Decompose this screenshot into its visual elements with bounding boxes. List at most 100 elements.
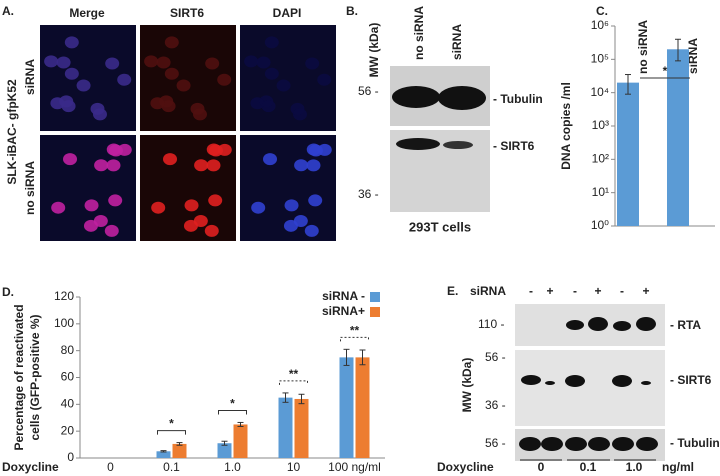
nucleus (317, 73, 332, 86)
panel-label: B. (346, 4, 358, 18)
panel-label: C. (596, 4, 608, 18)
band (392, 86, 440, 108)
x-tick-label: 0 (107, 460, 114, 474)
significance: * (169, 417, 174, 431)
x-tick-label: no siRNA (636, 20, 650, 74)
nucleus (204, 224, 219, 237)
error-bar (298, 393, 305, 405)
error-bar (675, 38, 681, 62)
legend-swatch (370, 292, 380, 302)
nucleus (63, 153, 78, 166)
bar (217, 443, 232, 458)
nucleus (304, 224, 319, 237)
nucleus (206, 159, 221, 172)
mw-label: MW (kDa) (460, 358, 474, 413)
sign: + (546, 284, 553, 298)
nucleus (117, 143, 132, 156)
sign: + (594, 284, 601, 298)
panel-label: E. (447, 284, 458, 298)
nucleus (184, 199, 199, 212)
blot (515, 350, 665, 426)
x-tick-label: 0.1 (163, 460, 180, 474)
y-tick-label: 20 (61, 423, 75, 437)
error-bar (625, 74, 631, 95)
nucleus (250, 97, 265, 110)
nucleus (206, 143, 221, 156)
y-tick-label: 10¹ (592, 185, 609, 199)
nucleus (44, 55, 59, 68)
x-tick-label: 1.0 (224, 460, 241, 474)
marker: 110 - (478, 317, 504, 331)
nucleus (194, 159, 209, 172)
bar (355, 357, 370, 458)
nucleus (104, 224, 119, 237)
y-tick-label: 10⁰ (591, 218, 609, 232)
nucleus (208, 194, 223, 207)
sign: - (620, 284, 624, 298)
legend-swatch (370, 307, 380, 317)
marker: 36 - (358, 187, 379, 201)
nucleus (164, 36, 179, 49)
y-tick-label: 10³ (592, 118, 609, 132)
nucleus (193, 214, 208, 227)
signs: - + - + - + (529, 284, 650, 298)
dox-label: Doxycline (437, 460, 494, 474)
bands (519, 317, 658, 451)
nucleus (205, 57, 220, 70)
y-tick-label: 10⁴ (590, 85, 609, 99)
nucleus (261, 100, 276, 113)
nucleus (308, 194, 323, 207)
panel-label: A. (2, 4, 14, 18)
significance-bracket (157, 430, 186, 435)
nucleus (284, 199, 299, 212)
significance: * (663, 64, 668, 78)
y-tick-label: 0 (67, 450, 74, 464)
nucleus (90, 102, 105, 115)
nucleus (294, 159, 309, 172)
nucleus (217, 73, 232, 86)
nucleus (251, 201, 266, 214)
bar (172, 443, 187, 458)
significance: * (230, 397, 235, 411)
x-tick-label: siRNA (686, 38, 700, 74)
nucleus (317, 143, 332, 156)
nucleus (256, 56, 271, 69)
band-label: - RTA (670, 318, 701, 332)
nucleus (106, 143, 121, 156)
bar (156, 451, 171, 458)
x-axis-label: Doxycline (2, 460, 59, 474)
y-tick-label: 80 (61, 343, 75, 357)
sign: - (529, 284, 533, 298)
bar (278, 397, 293, 458)
nucleus (263, 153, 278, 166)
dose: 0.1 (580, 460, 597, 474)
caption: 293T cells (409, 219, 471, 234)
column-header: Merge (69, 6, 105, 20)
y-axis-label: cells (GFP-positive %) (28, 314, 42, 440)
lane-label: siRNA (450, 24, 464, 60)
dose: 0 (538, 460, 545, 474)
dose: 1.0 (626, 460, 643, 474)
bar (233, 424, 248, 458)
error-bar (359, 349, 366, 366)
sign: + (642, 284, 649, 298)
band (396, 138, 440, 150)
bar (617, 82, 639, 227)
legend-label: siRNA+ (322, 304, 365, 318)
x-tick-label: 10 (287, 460, 301, 474)
marker: 36 - (485, 398, 506, 412)
nucleus (108, 194, 123, 207)
y-tick-label: 60 (61, 370, 75, 384)
error-bar (160, 450, 167, 453)
y-tick-label: 120 (54, 289, 74, 303)
nucleus (144, 55, 159, 68)
bar (294, 398, 309, 458)
nucleus (161, 100, 176, 113)
nucleus (290, 102, 305, 115)
y-axis-label: DNA copies /ml (559, 82, 573, 170)
band-label: - Tubulin (493, 92, 543, 106)
nucleus (64, 36, 79, 49)
marker: 56 - (358, 84, 379, 98)
dose-unit: ng/ml (662, 460, 694, 474)
error-bar (343, 348, 350, 366)
